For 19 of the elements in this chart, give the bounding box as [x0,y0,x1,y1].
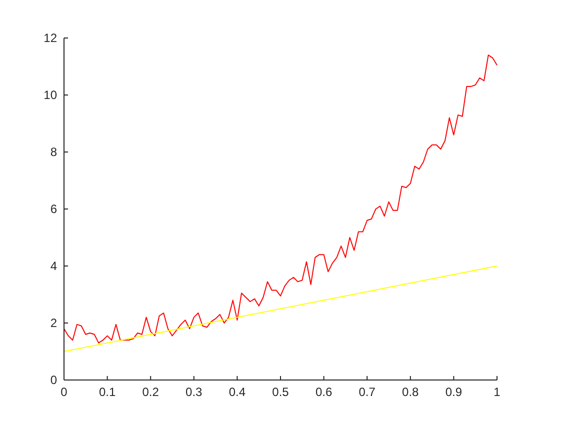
y-tick-label: 12 [44,31,58,45]
x-tick-label: 0.3 [186,385,203,399]
x-tick-label: 0.9 [445,385,462,399]
x-tick-label: 0.8 [402,385,420,399]
x-tick-label: 0.1 [98,385,116,399]
y-tick-label: 8 [50,145,58,159]
x-tick-label: 0.5 [272,385,290,399]
x-tick-label: 0 [60,385,68,399]
x-tick-label: 0.6 [315,385,332,399]
x-tick-label: 1 [494,385,501,399]
y-tick-label: 0 [50,373,58,387]
y-tick-label: 6 [50,202,58,216]
line-series [64,54,498,344]
y-tick-label: 2 [50,316,58,330]
y-tick-label: 10 [44,88,58,102]
y-tick-label: 4 [50,259,58,273]
x-tick-label: 0.7 [358,385,376,399]
x-tick-label: 0.2 [142,385,160,399]
x-tick-label: 0.4 [228,385,246,399]
